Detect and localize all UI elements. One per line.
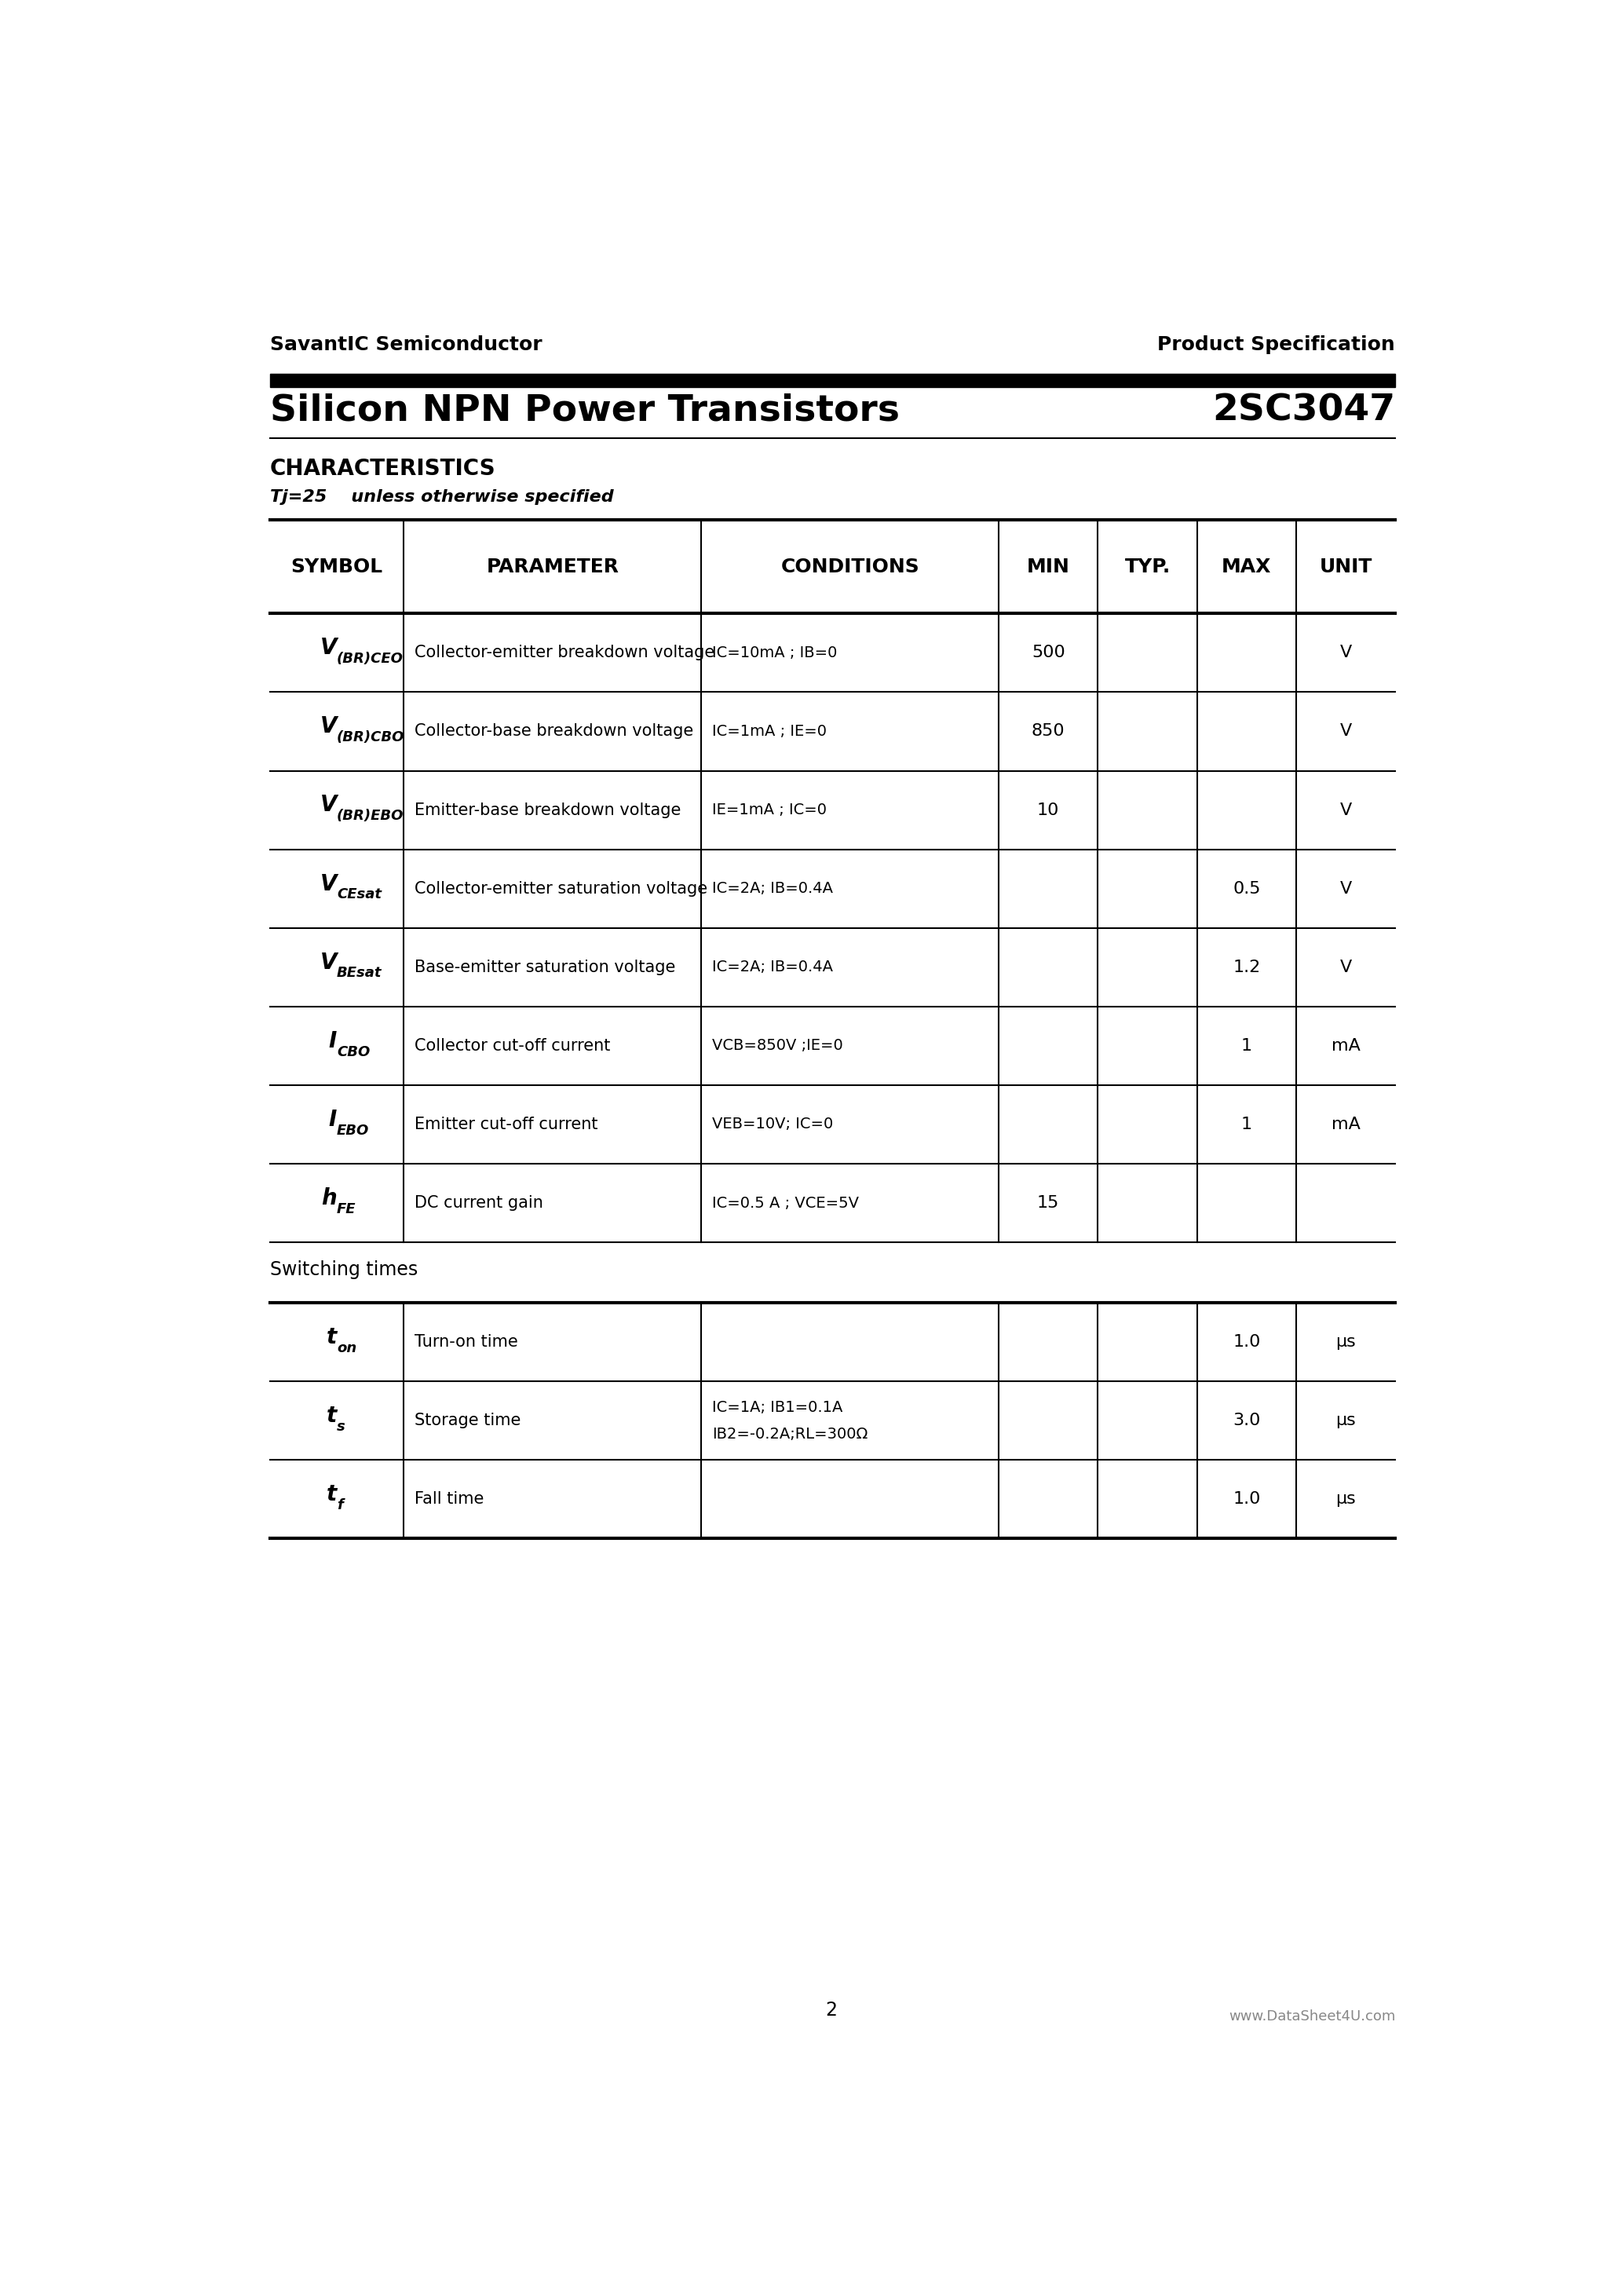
Text: V: V (1340, 960, 1351, 976)
Text: I: I (329, 1109, 337, 1130)
Text: PARAMETER: PARAMETER (487, 558, 620, 576)
Text: EBO: EBO (337, 1123, 370, 1137)
Text: f: f (337, 1499, 342, 1513)
Text: Fall time: Fall time (415, 1492, 483, 1506)
Text: CHARACTERISTICS: CHARACTERISTICS (269, 457, 495, 480)
Text: IC=1A; IB1=0.1A: IC=1A; IB1=0.1A (712, 1401, 843, 1414)
Text: (BR)CBO: (BR)CBO (337, 730, 404, 744)
Text: Emitter-base breakdown voltage: Emitter-base breakdown voltage (415, 801, 681, 817)
Text: V: V (1340, 723, 1351, 739)
Text: s: s (337, 1419, 345, 1433)
Text: 1.0: 1.0 (1233, 1334, 1260, 1350)
Text: Base-emitter saturation voltage: Base-emitter saturation voltage (415, 960, 676, 976)
Text: Collector cut-off current: Collector cut-off current (415, 1038, 610, 1054)
Text: t: t (326, 1327, 337, 1348)
Text: h: h (321, 1187, 337, 1210)
Text: FE: FE (337, 1203, 355, 1217)
Text: Switching times: Switching times (269, 1261, 417, 1279)
Text: Storage time: Storage time (415, 1412, 521, 1428)
Text: 3.0: 3.0 (1233, 1412, 1260, 1428)
Text: (BR)EBO: (BR)EBO (337, 808, 404, 824)
Text: IC=0.5 A ; VCE=5V: IC=0.5 A ; VCE=5V (712, 1196, 860, 1210)
Text: 1: 1 (1241, 1038, 1252, 1054)
Text: Silicon NPN Power Transistors: Silicon NPN Power Transistors (269, 393, 899, 429)
Text: Collector-base breakdown voltage: Collector-base breakdown voltage (415, 723, 694, 739)
Text: V: V (1340, 882, 1351, 895)
Text: CONDITIONS: CONDITIONS (780, 558, 920, 576)
Text: 850: 850 (1032, 723, 1066, 739)
Text: mA: mA (1332, 1116, 1361, 1132)
Text: V: V (320, 636, 337, 659)
Text: on: on (337, 1341, 357, 1355)
Text: 1.2: 1.2 (1233, 960, 1260, 976)
Text: (BR)CEO: (BR)CEO (337, 652, 404, 666)
Text: www.DataSheet4U.com: www.DataSheet4U.com (1228, 2009, 1395, 2023)
Text: V: V (320, 716, 337, 737)
Text: Tj=25    unless otherwise specified: Tj=25 unless otherwise specified (269, 489, 613, 505)
Text: V: V (320, 872, 337, 895)
Text: 2SC3047: 2SC3047 (1212, 393, 1395, 429)
Text: SYMBOL: SYMBOL (290, 558, 383, 576)
Text: mA: mA (1332, 1038, 1361, 1054)
Text: VCB=850V ;IE=0: VCB=850V ;IE=0 (712, 1038, 843, 1054)
Text: Product Specification: Product Specification (1158, 335, 1395, 354)
Text: CEsat: CEsat (337, 889, 381, 902)
Text: V: V (320, 951, 337, 974)
Text: V: V (320, 794, 337, 815)
Text: UNIT: UNIT (1319, 558, 1372, 576)
Text: 15: 15 (1036, 1196, 1059, 1210)
Text: DC current gain: DC current gain (415, 1196, 543, 1210)
Text: Collector-emitter saturation voltage: Collector-emitter saturation voltage (415, 882, 707, 895)
Text: 1.0: 1.0 (1233, 1492, 1260, 1506)
Text: 2: 2 (826, 2000, 837, 2020)
Text: 500: 500 (1032, 645, 1066, 661)
Text: IC=2A; IB=0.4A: IC=2A; IB=0.4A (712, 960, 834, 976)
Text: IC=2A; IB=0.4A: IC=2A; IB=0.4A (712, 882, 834, 895)
Text: Turn-on time: Turn-on time (415, 1334, 517, 1350)
Text: t: t (326, 1405, 337, 1426)
Text: BEsat: BEsat (337, 967, 381, 980)
Text: V: V (1340, 645, 1351, 661)
Text: μs: μs (1335, 1334, 1356, 1350)
Text: IC=1mA ; IE=0: IC=1mA ; IE=0 (712, 723, 827, 739)
Text: MIN: MIN (1027, 558, 1071, 576)
Text: IE=1mA ; IC=0: IE=1mA ; IC=0 (712, 804, 827, 817)
Text: 1: 1 (1241, 1116, 1252, 1132)
Text: Emitter cut-off current: Emitter cut-off current (415, 1116, 599, 1132)
Text: μs: μs (1335, 1492, 1356, 1506)
Text: IB2=-0.2A;RL=300Ω: IB2=-0.2A;RL=300Ω (712, 1426, 868, 1442)
Text: Collector-emitter breakdown voltage: Collector-emitter breakdown voltage (415, 645, 715, 661)
Text: MAX: MAX (1221, 558, 1272, 576)
Text: I: I (329, 1031, 337, 1052)
Text: CBO: CBO (337, 1045, 370, 1058)
Text: 10: 10 (1036, 801, 1059, 817)
Text: V: V (1340, 801, 1351, 817)
Text: VEB=10V; IC=0: VEB=10V; IC=0 (712, 1116, 834, 1132)
Text: 0.5: 0.5 (1233, 882, 1260, 895)
Text: IC=10mA ; IB=0: IC=10mA ; IB=0 (712, 645, 837, 661)
Text: t: t (326, 1483, 337, 1506)
Bar (269, 374, 1395, 386)
Text: SavantIC Semiconductor: SavantIC Semiconductor (269, 335, 542, 354)
Text: TYP.: TYP. (1124, 558, 1171, 576)
Text: μs: μs (1335, 1412, 1356, 1428)
